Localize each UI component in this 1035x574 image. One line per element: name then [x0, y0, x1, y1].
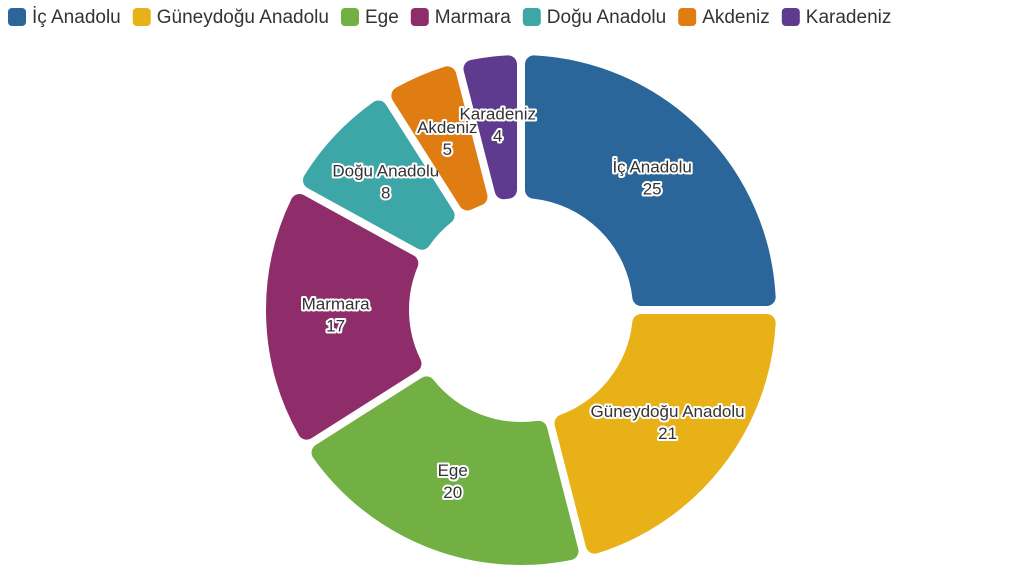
donut-slice	[463, 55, 518, 200]
slice-label-value: 21	[658, 424, 677, 443]
donut-slice	[311, 376, 579, 565]
slice-label-name: Ege	[438, 461, 468, 480]
slice-label-value: 20	[443, 483, 462, 502]
donut-slice	[391, 66, 488, 211]
legend-item: İç Anadolu	[8, 7, 121, 28]
slice-label-value: 5	[443, 140, 452, 159]
slice-label-name: Akdeniz	[417, 118, 477, 137]
slice-label-value: 4	[493, 126, 502, 145]
legend-swatch	[340, 8, 359, 26]
legend-item: Karadeniz	[781, 7, 892, 28]
legend-item: Ege	[340, 7, 399, 28]
slice-label-name: Karadeniz	[459, 104, 536, 123]
legend-item: Güneydoğu Anadolu	[132, 7, 329, 28]
legend-swatch	[132, 8, 151, 26]
legend-label: Güneydoğu Anadolu	[157, 7, 329, 28]
donut-slice	[266, 194, 422, 440]
slice-label-value: 25	[643, 179, 662, 198]
slice-label-name: Doğu Anadolu	[332, 162, 439, 181]
legend-label: Karadeniz	[806, 7, 892, 28]
slice-label-value: 8	[381, 184, 390, 203]
legend-swatch	[522, 8, 541, 26]
legend-swatch	[8, 8, 26, 26]
legend-item: Marmara	[410, 7, 511, 28]
donut-slice	[554, 313, 776, 554]
legend-swatch	[410, 8, 429, 26]
legend-label: Marmara	[435, 7, 511, 28]
legend-label: Akdeniz	[702, 7, 770, 28]
slice-label-name: Marmara	[302, 294, 371, 313]
slice-label-value: 17	[326, 316, 345, 335]
donut-slice	[302, 100, 455, 250]
donut-slice	[524, 55, 776, 307]
legend-swatch	[678, 8, 697, 26]
slice-label-name: İç Anadolu	[612, 157, 691, 176]
legend-label: Ege	[365, 7, 399, 28]
legend-item: Doğu Anadolu	[522, 7, 666, 28]
legend-item: Akdeniz	[678, 7, 770, 28]
legend-label: İç Anadolu	[32, 7, 121, 28]
legend-swatch	[781, 8, 800, 26]
slice-label-name: Güneydoğu Anadolu	[591, 402, 745, 421]
legend-label: Doğu Anadolu	[547, 7, 666, 28]
